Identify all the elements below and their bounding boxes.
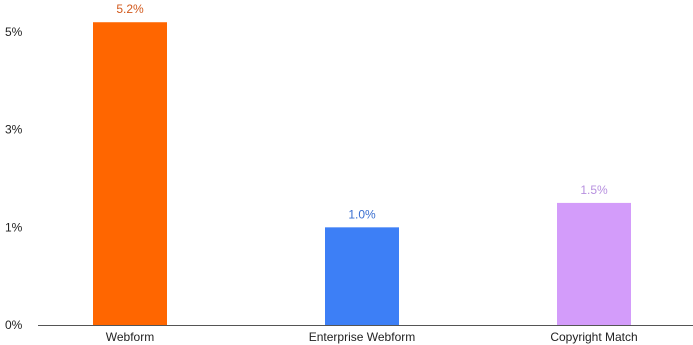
x-tick-label: Webform (106, 330, 154, 344)
x-axis: Webform Enterprise Webform Copyright Match (106, 330, 638, 344)
y-axis: 0% 1% 3% 5% (5, 25, 23, 332)
data-label: 5.2% (116, 2, 144, 16)
data-labels: 5.2% 1.0% 1.5% (116, 2, 608, 221)
y-tick-label: 0% (5, 318, 23, 332)
x-tick-label: Enterprise Webform (309, 330, 415, 344)
y-tick-label: 3% (5, 123, 23, 137)
x-tick-label: Copyright Match (550, 330, 637, 344)
y-tick-label: 1% (5, 220, 23, 234)
data-label: 1.0% (348, 207, 376, 221)
bar (557, 202, 631, 325)
bar (93, 22, 167, 325)
bar (325, 227, 399, 325)
bar-series (93, 22, 631, 325)
data-label: 1.5% (580, 183, 608, 197)
y-tick-label: 5% (5, 25, 23, 39)
